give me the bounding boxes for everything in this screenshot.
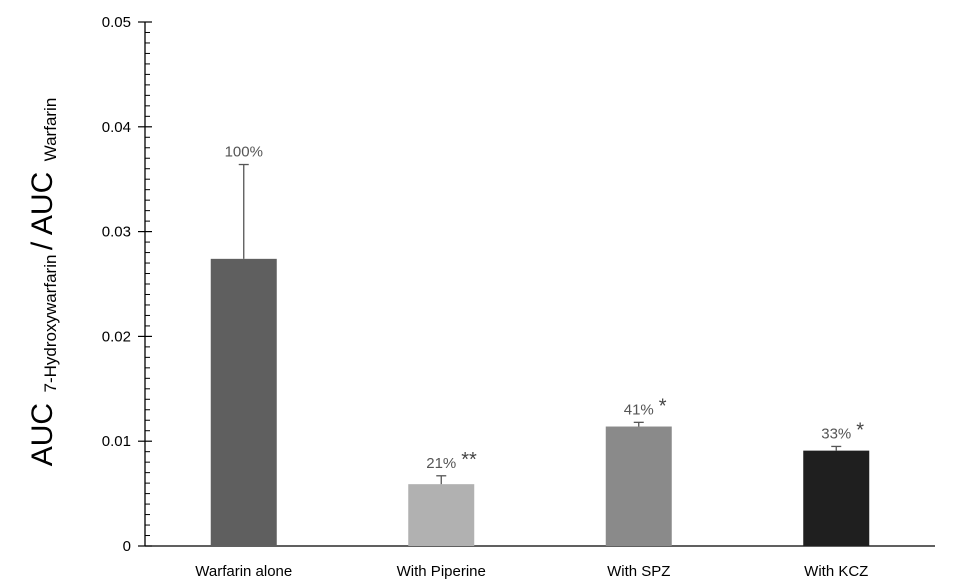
bar	[408, 484, 475, 546]
data-label: 100%	[225, 144, 263, 161]
bar	[803, 450, 870, 546]
x-category-label: Warfarin alone	[195, 563, 292, 580]
x-category-label: With SPZ	[607, 563, 670, 580]
y-axis-label-subscript-1: 7-Hydroxywarfarin	[41, 255, 60, 393]
y-tick-label: 0.03	[102, 224, 131, 241]
data-label: 33%	[821, 425, 851, 442]
plot-area: 0 0.01 0.02 0.03 0.04 0.05 100% Warfarin alone 2…	[102, 14, 935, 580]
y-tick-label: 0.01	[102, 433, 131, 450]
significance-marker: **	[461, 449, 477, 471]
significance-marker: *	[659, 395, 667, 417]
significance-marker: *	[856, 419, 864, 441]
data-label: 41%	[624, 401, 654, 418]
svg-text:AUC 7-Hydroxywarfarin: AUC 7-Hydroxywarfarin / AUC Warfarin	[26, 98, 61, 467]
y-tick-label: 0.05	[102, 14, 131, 31]
x-category-label: With KCZ	[804, 563, 868, 580]
x-category-label: With Piperine	[397, 563, 486, 580]
bar	[210, 258, 277, 546]
y-axis-label-separator: /	[26, 235, 59, 250]
bar	[605, 426, 672, 546]
y-tick-label: 0	[123, 538, 131, 555]
y-axis-label-part-1: AUC	[26, 403, 59, 466]
y-tick-label: 0.04	[102, 119, 131, 136]
y-axis-label-part-2: AUC	[26, 172, 59, 235]
y-axis-label: AUC 7-Hydroxywarfarin / AUC Warfarin	[26, 98, 61, 467]
y-tick-label: 0.02	[102, 328, 131, 345]
y-axis-label-subscript-2: Warfarin	[41, 98, 60, 162]
data-label: 21%	[426, 455, 456, 472]
